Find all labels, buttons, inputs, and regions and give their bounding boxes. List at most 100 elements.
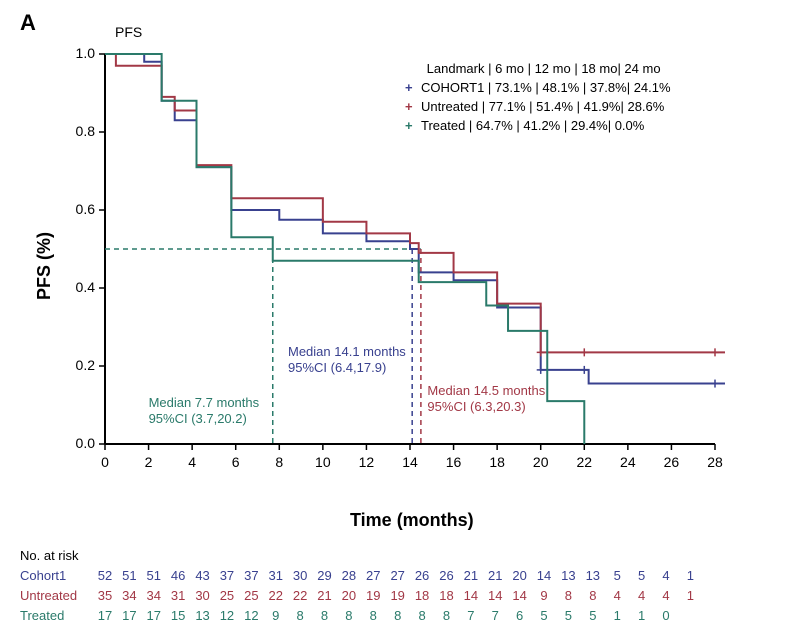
y-tick-label: 0.8: [65, 123, 95, 139]
legend-row: +COHORT1 | 73.1% | 48.1% | 37.8%| 24.1%: [405, 79, 671, 98]
risk-cell: 1: [678, 588, 702, 603]
risk-cell: 5: [556, 608, 580, 623]
risk-cell: 8: [581, 588, 605, 603]
risk-cell: 12: [239, 608, 263, 623]
risk-cell: 8: [361, 608, 385, 623]
risk-cell: 22: [264, 588, 288, 603]
x-tick-label: 12: [354, 454, 378, 470]
risk-row-name: Cohort1: [20, 568, 100, 583]
median-line2: 95%CI (6.3,20.3): [427, 399, 545, 415]
risk-cell: [678, 608, 702, 623]
x-tick-label: 26: [659, 454, 683, 470]
x-tick-label: 18: [485, 454, 509, 470]
risk-cell: 37: [215, 568, 239, 583]
legend-marker-icon: +: [405, 98, 421, 117]
risk-cell: 5: [629, 568, 653, 583]
risk-cell: 12: [215, 608, 239, 623]
median-line2: 95%CI (3.7,20.2): [149, 411, 260, 427]
risk-cell: 25: [215, 588, 239, 603]
risk-cell: 27: [361, 568, 385, 583]
x-tick-label: 0: [93, 454, 117, 470]
risk-cell: 46: [166, 568, 190, 583]
risk-cell: 14: [459, 588, 483, 603]
risk-cell: 5: [605, 568, 629, 583]
risk-row-values: 1717171513121298888888776555110: [93, 608, 703, 623]
x-axis-label: Time (months): [350, 510, 474, 531]
risk-row-values: 3534343130252522222120191918181414149884…: [93, 588, 703, 603]
risk-cell: 28: [337, 568, 361, 583]
risk-cell: 31: [264, 568, 288, 583]
risk-row: Treated1717171513121298888888776555110: [20, 608, 100, 623]
x-tick-label: 6: [224, 454, 248, 470]
risk-cell: 27: [385, 568, 409, 583]
risk-cell: 19: [385, 588, 409, 603]
risk-cell: 35: [93, 588, 117, 603]
plot-title: PFS: [115, 24, 142, 40]
risk-cell: 1: [678, 568, 702, 583]
median-annotation: Median 14.1 months95%CI (6.4,17.9): [288, 344, 406, 377]
risk-cell: 8: [556, 588, 580, 603]
risk-cell: 18: [410, 588, 434, 603]
x-tick-label: 10: [311, 454, 335, 470]
median-line1: Median 7.7 months: [149, 395, 260, 411]
risk-row: Cohort1525151464337373130292827272626212…: [20, 568, 100, 583]
risk-cell: 6: [507, 608, 531, 623]
median-line2: 95%CI (6.4,17.9): [288, 360, 406, 376]
y-tick-label: 0.2: [65, 357, 95, 373]
legend-row: +Untreated | 77.1% | 51.4% | 41.9%| 28.6…: [405, 98, 671, 117]
risk-cell: 51: [142, 568, 166, 583]
risk-cell: 22: [288, 588, 312, 603]
y-axis-label: PFS (%): [34, 232, 55, 300]
risk-cell: 37: [239, 568, 263, 583]
risk-cell: 4: [605, 588, 629, 603]
median-annotation: Median 7.7 months95%CI (3.7,20.2): [149, 395, 260, 428]
risk-cell: 30: [190, 588, 214, 603]
x-tick-label: 20: [529, 454, 553, 470]
risk-cell: 18: [434, 588, 458, 603]
risk-cell: 26: [410, 568, 434, 583]
legend-text: Treated | 64.7% | 41.2% | 29.4%| 0.0%: [421, 118, 644, 133]
risk-cell: 7: [459, 608, 483, 623]
risk-cell: 8: [434, 608, 458, 623]
x-tick-label: 16: [442, 454, 466, 470]
risk-cell: 9: [532, 588, 556, 603]
risk-cell: 30: [288, 568, 312, 583]
risk-cell: 8: [337, 608, 361, 623]
risk-cell: 21: [483, 568, 507, 583]
y-tick-label: 0.4: [65, 279, 95, 295]
risk-cell: 31: [166, 588, 190, 603]
risk-cell: 25: [239, 588, 263, 603]
risk-cell: 5: [532, 608, 556, 623]
x-tick-label: 8: [267, 454, 291, 470]
risk-cell: 29: [312, 568, 336, 583]
risk-cell: 20: [507, 568, 531, 583]
km-survival-panel: A PFS PFS (%) 0246810121416182022242628 …: [0, 0, 800, 638]
risk-cell: 15: [166, 608, 190, 623]
risk-cell: 13: [190, 608, 214, 623]
risk-cell: 8: [410, 608, 434, 623]
median-annotation: Median 14.5 months95%CI (6.3,20.3): [427, 383, 545, 416]
risk-table-title: No. at risk: [20, 548, 79, 563]
risk-row: Untreated3534343130252522222120191918181…: [20, 588, 100, 603]
x-tick-label: 14: [398, 454, 422, 470]
legend-text: Untreated | 77.1% | 51.4% | 41.9%| 28.6%: [421, 99, 664, 114]
risk-cell: 1: [605, 608, 629, 623]
risk-cell: 8: [312, 608, 336, 623]
risk-cell: 34: [142, 588, 166, 603]
y-tick-label: 0.6: [65, 201, 95, 217]
x-tick-label: 4: [180, 454, 204, 470]
risk-cell: 1: [629, 608, 653, 623]
risk-cell: 4: [629, 588, 653, 603]
risk-cell: 21: [459, 568, 483, 583]
risk-cell: 4: [654, 568, 678, 583]
risk-cell: 20: [337, 588, 361, 603]
risk-cell: 5: [581, 608, 605, 623]
legend-header: Landmark | 6 mo | 12 mo | 18 mo| 24 mo: [405, 60, 671, 79]
risk-row-name: Treated: [20, 608, 100, 623]
risk-cell: 14: [532, 568, 556, 583]
x-tick-label: 2: [137, 454, 161, 470]
risk-cell: 14: [483, 588, 507, 603]
risk-cell: 19: [361, 588, 385, 603]
x-tick-label: 24: [616, 454, 640, 470]
risk-cell: 17: [93, 608, 117, 623]
